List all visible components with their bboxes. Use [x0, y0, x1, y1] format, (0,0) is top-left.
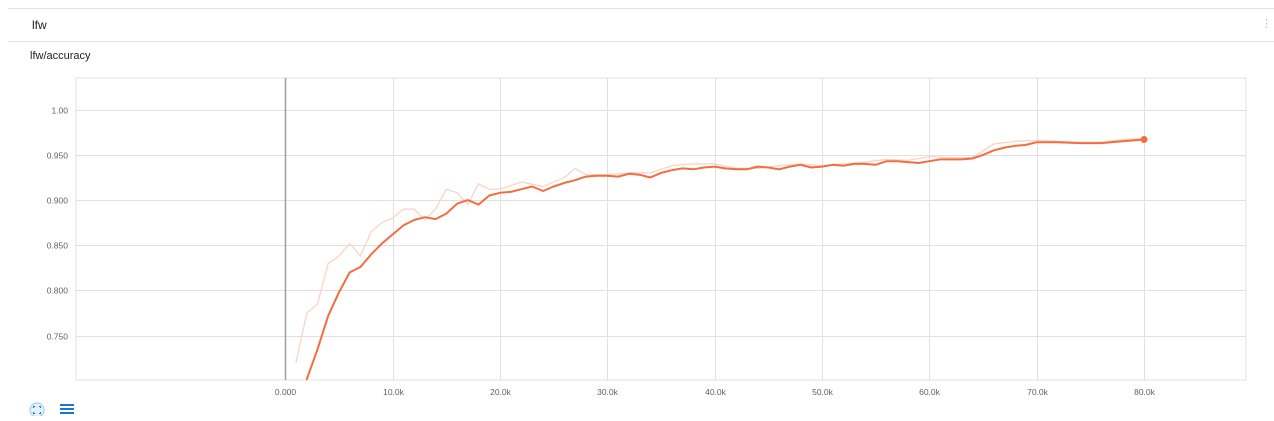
menu-lines-icon [60, 404, 74, 414]
last-point-marker [1140, 135, 1148, 143]
toggle-menu-button[interactable] [59, 402, 75, 416]
scalar-card: lfw ⋮ [8, 8, 1274, 421]
y-tick-label: 0.750 [47, 332, 69, 342]
y-tick-label: 0.850 [47, 241, 69, 251]
x-tick-label: 80.0k [1134, 387, 1156, 397]
plot-frame [75, 77, 1247, 381]
tick-labels: 0.000 10.0k 20.0k 30.0k 40.0k 50.0k 60.0k 70.0k… [47, 106, 1156, 398]
y-tick-label: 0.800 [47, 286, 69, 296]
series-lines [295, 135, 1148, 381]
more-options-icon[interactable]: ⋮ [1261, 18, 1272, 30]
x-tick-label: 70.0k [1027, 387, 1049, 397]
y-tick-label: 0.900 [47, 196, 69, 206]
y-tick-label: 1.00 [51, 106, 68, 116]
accuracy-chart[interactable]: 0.000 10.0k 20.0k 30.0k 40.0k 50.0k 60.0k 70.0k… [0, 0, 1274, 400]
x-tick-label: 40.0k [705, 387, 727, 397]
raw-series-line [295, 138, 1145, 364]
group-header[interactable]: lfw ⋮ [8, 9, 1274, 42]
chart-title: lfw/accuracy [30, 50, 91, 62]
group-title: lfw [32, 18, 47, 32]
smoothed-series-line [305, 138, 1145, 381]
grid-lines [75, 77, 1247, 381]
y-tick-label: 0.950 [47, 151, 69, 161]
x-tick-label: 50.0k [812, 387, 834, 397]
x-tick-label: 30.0k [597, 387, 619, 397]
x-tick-label: 20.0k [490, 387, 512, 397]
fit-domain-button[interactable] [29, 402, 45, 418]
x-tick-label: 10.0k [383, 387, 405, 397]
x-tick-label: 0.000 [275, 387, 297, 397]
fit-domain-icon [29, 402, 45, 418]
x-tick-label: 60.0k [919, 387, 941, 397]
